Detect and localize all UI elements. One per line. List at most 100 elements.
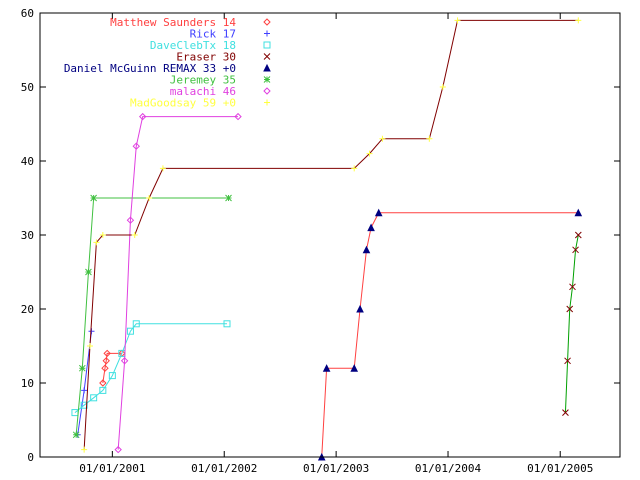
data-point: [575, 17, 582, 24]
legend-entry: malachi 46: [170, 85, 271, 98]
data-point: [356, 304, 364, 313]
legend-marker: [264, 99, 270, 106]
legend-label: malachi 46: [170, 85, 236, 98]
data-point: [146, 195, 153, 201]
data-point: [126, 327, 134, 335]
data-point: [101, 364, 109, 372]
data-point: [366, 150, 373, 157]
data-point: [131, 232, 138, 238]
series-line: [564, 234, 579, 413]
legend-label: DaveClebTx 18: [150, 39, 236, 52]
data-point: [132, 142, 140, 150]
series-6: [72, 194, 232, 439]
legend-entry: Rick 17: [190, 28, 270, 41]
data-point: [99, 379, 107, 387]
y-tick-label: 10: [21, 377, 34, 390]
x-tick-label: 01/01/2001: [79, 462, 145, 475]
data-point: [93, 239, 100, 246]
data-point: [350, 364, 359, 372]
data-point: [379, 135, 386, 142]
data-point: [126, 216, 135, 224]
data-point: [80, 401, 88, 409]
series-3: [71, 320, 231, 417]
data-point: [374, 208, 383, 217]
x-tick-label: 01/01/2005: [527, 462, 593, 475]
legend-label: Eraser 30: [176, 51, 236, 64]
data-point: [454, 17, 461, 24]
series-8: [81, 17, 582, 453]
legend-label: Jeremey 35: [170, 74, 236, 87]
data-point: [362, 245, 371, 254]
data-point: [223, 320, 231, 328]
x-tick-label: 01/01/2002: [191, 462, 257, 475]
data-point: [108, 372, 116, 380]
legend-entry: MadGoodsay 59 +0: [130, 97, 270, 110]
x-tick-label: 01/01/2003: [303, 462, 369, 475]
legend-marker: [264, 30, 270, 37]
legend-label: MadGoodsay 59 +0: [130, 97, 236, 110]
data-point: [225, 194, 232, 202]
data-point: [86, 343, 93, 349]
y-tick-label: 40: [21, 155, 34, 168]
data-point: [574, 231, 582, 239]
legend-marker: [263, 41, 271, 49]
data-point: [132, 320, 140, 328]
data-point: [234, 112, 242, 121]
data-point: [120, 357, 129, 365]
y-tick-label: 30: [21, 229, 34, 242]
data-point: [439, 84, 446, 90]
legend-entry: Daniel McGuinn REMAX 33 +0: [64, 62, 271, 75]
data-point: [138, 112, 147, 121]
series-5: [317, 208, 583, 461]
series-line: [102, 352, 122, 384]
y-tick-label: 50: [21, 81, 34, 94]
data-point: [367, 223, 375, 232]
data-point: [99, 232, 106, 238]
legend-entry: Matthew Saunders 14: [110, 16, 271, 29]
data-point: [569, 283, 576, 291]
legend-marker: [263, 18, 271, 26]
y-tick-label: 0: [27, 451, 34, 464]
legend-label: Rick 17: [190, 28, 236, 41]
data-point: [351, 165, 358, 172]
data-point: [159, 165, 166, 172]
data-point: [78, 364, 86, 372]
y-tick-label: 60: [21, 7, 34, 20]
y-tick-label: 20: [21, 303, 34, 316]
data-point: [574, 208, 583, 217]
legend-marker: [263, 87, 271, 95]
legend-marker: [263, 53, 271, 60]
data-point: [72, 431, 80, 439]
series-4: [562, 231, 582, 416]
legend-entry: Jeremey 35: [170, 74, 271, 87]
legend-entry: DaveClebTx 18: [150, 39, 271, 52]
data-point: [90, 194, 98, 202]
legend-label: Daniel McGuinn REMAX 33 +0: [64, 62, 236, 75]
data-point: [85, 268, 92, 276]
data-point: [572, 246, 579, 254]
data-point: [566, 305, 574, 313]
data-point: [81, 387, 88, 394]
legend-marker: [263, 76, 271, 83]
series-line: [117, 116, 239, 450]
axes-layer: 0 10 20 30 40 50 60 01/01/2001 01/01/2002 01/01/2…: [21, 7, 620, 475]
data-point: [103, 349, 111, 358]
legend-marker: [263, 63, 271, 72]
series-line: [83, 19, 579, 450]
data-point: [564, 357, 571, 365]
x-tick-label: 01/01/2004: [415, 462, 482, 475]
data-point: [322, 364, 331, 372]
series-7: [114, 112, 242, 454]
series-layer: [71, 17, 583, 461]
data-point: [426, 135, 433, 142]
series-line: [75, 197, 229, 435]
data-point: [102, 357, 110, 365]
data-point: [99, 386, 107, 394]
data-point: [562, 409, 569, 416]
series-line: [321, 212, 579, 458]
legend-entry: Eraser 30: [176, 51, 271, 64]
legend-label: Matthew Saunders 14: [110, 16, 236, 29]
data-point: [90, 394, 98, 402]
